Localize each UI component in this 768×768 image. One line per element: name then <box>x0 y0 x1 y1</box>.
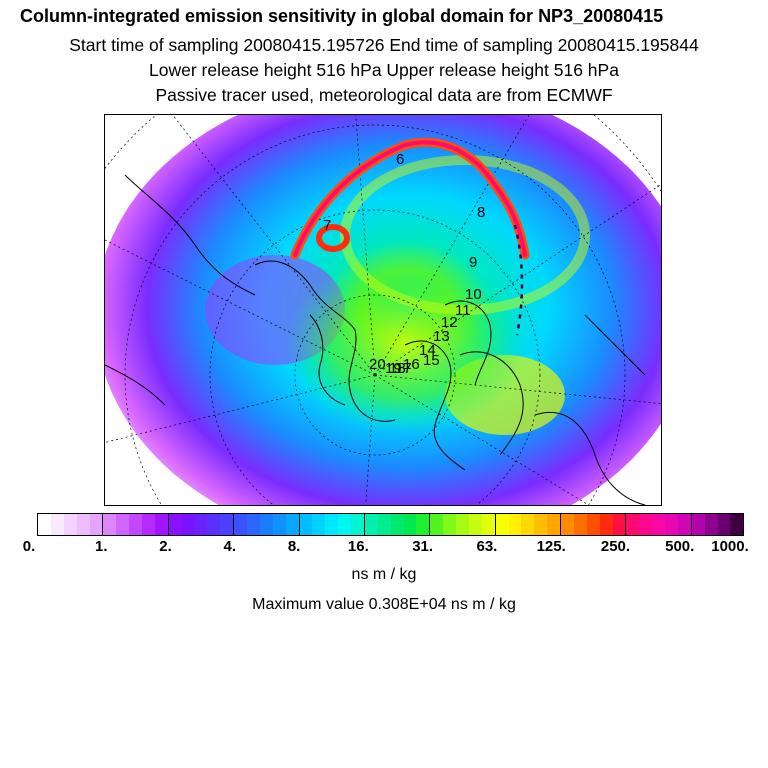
colorbar <box>37 513 744 536</box>
colorbar-segment <box>547 514 561 535</box>
colorbar-segment <box>103 514 117 535</box>
colorbar-tick-label: 500. <box>665 538 695 555</box>
colorbar-segment <box>677 514 692 535</box>
track-label-group: 6 7 8 9 10 11 12 13 14 15 16 17 18 19 20 <box>323 151 485 377</box>
colorbar-segment <box>665 514 678 535</box>
track-label-19: 19 <box>385 360 402 377</box>
colorbar-segment <box>89 514 104 535</box>
colorbar-tick-label: 125. <box>536 538 566 555</box>
colorbar-segment <box>403 514 417 535</box>
colorbar-tick-labels: 0. 1. 2. 4. 8. 16. 31. 63. 125. 250. 500. 1000. <box>0 538 768 558</box>
colorbar-segment <box>639 514 653 535</box>
track-label-11: 11 <box>455 302 471 319</box>
colorbar-segment <box>508 514 522 535</box>
track-label-20: 20 <box>369 356 386 373</box>
colorbar-segment <box>154 514 169 535</box>
colorbar-segment <box>599 514 613 535</box>
colorbar-segment <box>207 514 221 535</box>
colorbar-segment <box>168 514 182 535</box>
colorbar-segment <box>456 514 469 535</box>
maximum-value-label: Maximum value 0.308E+04 ns m / kg <box>252 596 516 613</box>
colorbar-segment <box>234 514 247 535</box>
colorbar-tick-label: 250. <box>600 538 631 555</box>
colorbar-segment <box>586 514 600 535</box>
colorbar-tick-label: 31. <box>412 538 434 555</box>
dark-cloud-band <box>513 224 524 336</box>
colorbar-segment <box>181 514 195 535</box>
colorbar-segment <box>652 514 665 535</box>
colorbar-tick-label: 2. <box>159 538 172 555</box>
flight-track-core <box>293 140 527 257</box>
colorbar-segment <box>430 514 444 535</box>
colorbar-segment <box>377 514 391 535</box>
track-label-13: 13 <box>433 328 450 345</box>
colorbar-segment <box>129 514 142 535</box>
chart-title: Column-integrated emission sensitivity i… <box>20 6 664 26</box>
colorbar-segment <box>351 514 365 535</box>
colorbar-segment <box>612 514 627 535</box>
colorbar-segment <box>142 514 155 535</box>
coastlines <box>105 174 646 505</box>
colorbar-segment <box>534 514 548 535</box>
colorbar-segment <box>481 514 496 535</box>
colorbar-segment <box>50 514 64 535</box>
colorbar-tick-label: 0. <box>22 538 36 555</box>
colorbar-segment <box>416 514 431 535</box>
colorbar-segment <box>717 514 731 535</box>
colorbar-segment <box>573 514 587 535</box>
colorbar-segment <box>730 514 744 535</box>
colorbar-segment <box>63 514 77 535</box>
colorbar-segment <box>299 514 313 535</box>
colorbar-segment <box>468 514 482 535</box>
colorbar-segment <box>220 514 235 535</box>
colorbar-tick-label: 8. <box>287 538 301 555</box>
colorbar-segment <box>259 514 273 535</box>
track-label-8: 8 <box>477 204 485 221</box>
track-loop <box>316 224 350 252</box>
colorbar-segment <box>443 514 456 535</box>
tracer-note-line: Passive tracer used, meteorological data… <box>155 85 613 105</box>
track-label-18: 18 <box>389 360 406 377</box>
colorbar-segment <box>364 514 378 535</box>
colorbar-segment <box>247 514 260 535</box>
colorbar-tick-label: 1000. <box>711 538 749 555</box>
colorbar-segment <box>194 514 208 535</box>
colorbar-segment <box>495 514 509 535</box>
colorbar-tick-label: 63. <box>476 538 498 555</box>
track-label-9: 9 <box>469 254 477 271</box>
colorbar-tick-label: 16. <box>347 538 369 555</box>
colorbar-segment <box>116 514 130 535</box>
colorbar-unit-label: ns m / kg <box>351 566 417 583</box>
colorbar-segment <box>38 514 51 535</box>
polar-map-svg: 6 7 8 9 10 11 12 13 14 15 16 17 18 19 20 <box>105 115 661 505</box>
track-label-15: 15 <box>423 352 440 369</box>
colorbar-segment <box>561 514 574 535</box>
colorbar-segment <box>704 514 718 535</box>
colorbar-segment <box>521 514 535 535</box>
colorbar-segment <box>338 514 351 535</box>
track-label-6: 6 <box>396 151 404 168</box>
track-label-14: 14 <box>419 342 436 359</box>
track-label-12: 12 <box>441 314 458 331</box>
track-label-16: 16 <box>403 356 420 373</box>
colorbar-tick-label: 4. <box>223 538 237 555</box>
track-label-7: 7 <box>323 217 331 234</box>
sampling-time-line: Start time of sampling 20080415.195726 E… <box>69 35 699 55</box>
release-height-line: Lower release height 516 hPa Upper relea… <box>149 60 619 80</box>
colorbar-tick-label: 1. <box>95 538 108 555</box>
colorbar-segment <box>325 514 339 535</box>
colorbar-segment <box>691 514 705 535</box>
track-label-17: 17 <box>395 360 412 377</box>
colorbar-segment <box>272 514 286 535</box>
colorbar-segment <box>312 514 326 535</box>
colorbar-segment <box>76 514 90 535</box>
colorbar-segment <box>626 514 640 535</box>
colorbar-segment <box>285 514 300 535</box>
track-label-10: 10 <box>465 286 482 303</box>
emission-sensitivity-map: 6 7 8 9 10 11 12 13 14 15 16 17 18 19 20 <box>104 114 662 506</box>
colorbar-segment <box>390 514 404 535</box>
